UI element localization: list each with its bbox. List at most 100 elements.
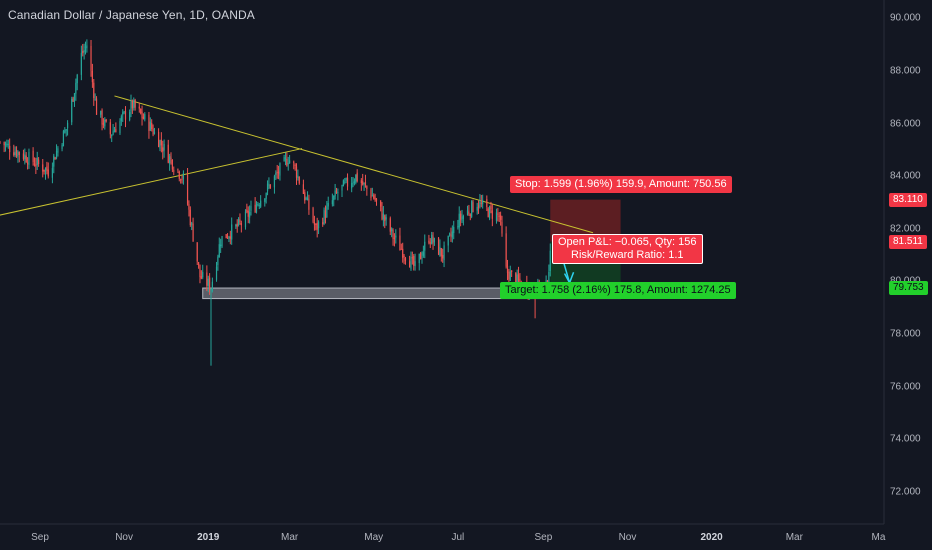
candle-body xyxy=(273,176,276,188)
candle-body xyxy=(170,157,172,160)
candle-body xyxy=(371,195,373,197)
candle-body xyxy=(142,116,145,119)
candle-body xyxy=(28,152,30,166)
candle-body xyxy=(360,180,362,184)
candle-body xyxy=(206,272,208,286)
candle-body xyxy=(177,169,179,171)
candle-body xyxy=(382,213,384,220)
candle-body xyxy=(370,189,372,199)
candle-body xyxy=(399,235,401,251)
candle-body xyxy=(169,156,171,164)
candle-body xyxy=(385,217,387,220)
candle-body xyxy=(490,205,492,210)
candle-body xyxy=(337,192,339,194)
candle-body xyxy=(26,162,29,165)
candle-body xyxy=(215,266,218,280)
candle-body xyxy=(482,200,484,205)
candle-body xyxy=(266,183,269,192)
candle-body xyxy=(480,202,482,204)
candle-body xyxy=(404,258,407,261)
candle-body xyxy=(517,274,520,281)
stop-label[interactable]: Stop: 1.599 (1.96%) 159.9, Amount: 750.5… xyxy=(510,175,732,193)
candle-body xyxy=(115,129,117,133)
candle-body xyxy=(80,52,82,75)
candle-body xyxy=(133,100,135,108)
candle-body xyxy=(218,244,220,258)
candle-body xyxy=(437,237,440,255)
candle-body xyxy=(403,255,405,258)
price-tick-label: 88.000 xyxy=(890,65,921,77)
target-label[interactable]: Target: 1.758 (2.16%) 175.8, Amount: 127… xyxy=(500,281,736,299)
candle-body xyxy=(293,161,295,163)
candle-body xyxy=(500,215,502,220)
candle-body xyxy=(207,278,209,286)
candle-body xyxy=(38,159,40,165)
candle-body xyxy=(428,240,430,243)
candle-body xyxy=(7,144,9,146)
target-price-tag: 79.753 xyxy=(889,280,928,295)
candle-body xyxy=(498,215,500,217)
candle-body xyxy=(180,179,182,181)
candle-body xyxy=(366,186,368,189)
candle-body xyxy=(440,247,442,257)
candle-body xyxy=(326,206,328,217)
candle-body xyxy=(64,130,66,133)
candle-body xyxy=(497,213,499,215)
candle-body xyxy=(380,200,382,207)
stop-price-tag: 83.110 xyxy=(889,192,927,207)
candle-body xyxy=(549,250,551,271)
candle-body xyxy=(519,278,521,284)
candle-body xyxy=(509,271,511,281)
candle-body xyxy=(191,223,193,225)
candle-body xyxy=(144,114,146,120)
candle-body xyxy=(4,143,7,146)
candle-body xyxy=(171,160,173,170)
candle-body xyxy=(151,123,153,130)
candle-body xyxy=(393,237,396,240)
candle-body xyxy=(479,201,481,207)
candle-body xyxy=(495,212,498,221)
candle-body xyxy=(313,222,316,225)
candle-body xyxy=(149,121,151,131)
candle-body xyxy=(226,237,229,239)
candle-body xyxy=(104,119,106,127)
candle-body xyxy=(488,206,491,219)
candle-body xyxy=(442,255,444,259)
candle-body xyxy=(420,252,422,260)
candle-body xyxy=(457,226,459,228)
symbol-title[interactable]: Canadian Dollar / Japanese Yen, 1D, OAND… xyxy=(8,8,255,22)
candle-body xyxy=(275,173,277,175)
time-tick-label: May xyxy=(364,532,384,543)
candle-body xyxy=(460,213,462,220)
time-axis[interactable]: Sep Nov 2019 Mar May Jul Sep Nov 2020 Ma… xyxy=(0,524,885,550)
candle-body xyxy=(102,122,105,126)
time-tick-label: Sep xyxy=(534,532,553,543)
candle-body xyxy=(269,184,271,189)
candle-body xyxy=(25,155,27,163)
candle-body xyxy=(71,98,73,123)
price-axis[interactable]: 90.000 88.000 86.000 84.000 82.000 80.00… xyxy=(884,0,932,550)
candle-body xyxy=(353,181,356,184)
candle-body xyxy=(375,198,378,201)
candle-body xyxy=(220,244,222,247)
candle-body xyxy=(333,195,335,201)
open-pnl-label[interactable]: Open P&L: −0.065, Qty: 156 Risk/Reward R… xyxy=(552,233,703,264)
candle-body xyxy=(469,214,471,217)
candle-body xyxy=(32,150,34,163)
candle-body xyxy=(65,129,67,131)
candle-body xyxy=(324,210,327,218)
candle-body xyxy=(279,163,281,176)
candle-body xyxy=(363,182,365,184)
candle-body xyxy=(94,98,96,100)
candle-body xyxy=(173,170,175,172)
candle-body xyxy=(298,177,300,184)
candle-body xyxy=(294,164,296,166)
time-tick-label: Sep xyxy=(31,532,49,543)
candle-body xyxy=(100,110,102,115)
candle-body xyxy=(250,206,252,211)
price-tick-label: 86.000 xyxy=(890,118,921,130)
candle-body xyxy=(391,228,393,232)
price-tick-label: 72.000 xyxy=(890,486,921,498)
